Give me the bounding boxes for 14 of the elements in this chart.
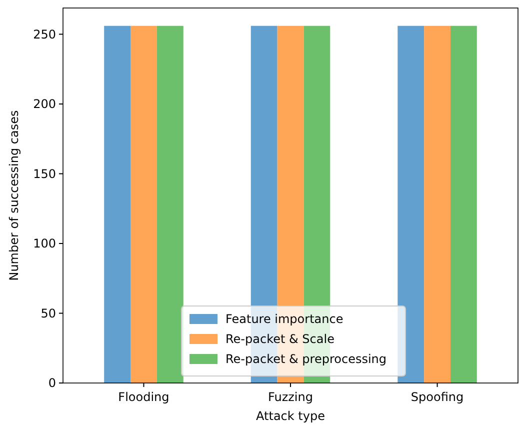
y-tick-label: 100 (33, 236, 56, 251)
y-axis-title: Number of successing cases (7, 110, 21, 281)
y-tick-label: 0 (48, 376, 56, 390)
x-tick-label: Flooding (118, 390, 170, 404)
x-axis-title: Attack type (256, 409, 325, 423)
x-tick-label: Spoofing (410, 390, 464, 404)
x-tick-label: Fuzzing (268, 390, 314, 404)
y-tick-label: 150 (33, 166, 56, 181)
legend-label: Re-packet & preprocessing (226, 352, 387, 366)
y-tick-label: 200 (33, 97, 56, 112)
legend-label: Feature importance (226, 312, 344, 326)
y-tick-label: 50 (40, 306, 56, 320)
y-tick-label: 250 (33, 27, 56, 42)
legend-label: Re-packet & Scale (226, 332, 334, 346)
